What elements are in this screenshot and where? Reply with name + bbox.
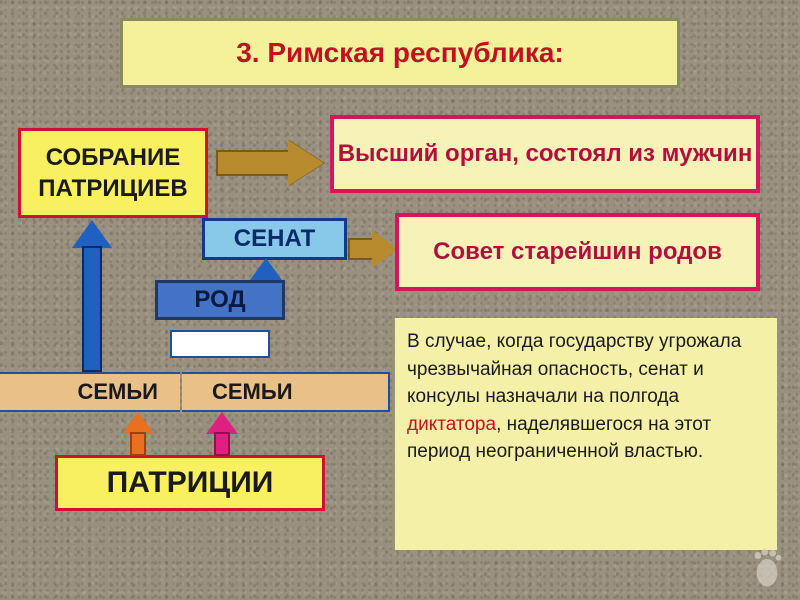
arrow-senat-to-desc [348,230,400,268]
semi-right-text: СЕМЬИ [212,379,293,405]
top-desc-box: Высший орган, состоял из мужчин [330,115,760,193]
senat-desc-text: Совет старейшин родов [433,237,722,267]
top-desc-text: Высший орган, состоял из мужчин [338,139,753,169]
arrow-semi-to-sobranie [72,220,112,372]
arrow-patricii-to-semi-left [120,412,156,456]
senat-desc-box: Совет старейшин родов [395,213,760,291]
arrow-patricii-to-semi-right [204,412,240,456]
patricii-text: ПАТРИЦИИ [107,466,274,500]
sobranie-line1: СОБРАНИЕ [46,144,180,171]
rod-sub-box [170,330,270,358]
title-text: 3. Римская республика: [236,37,564,69]
senat-box: СЕНАТ [202,218,347,260]
semi-left-text: СЕМЬИ [77,379,158,405]
footprint-icon [744,544,790,590]
arrow-rod-to-senat [248,258,284,282]
semi-right-box: СЕМЬИ [182,372,390,412]
arrow-sobranie-to-desc [216,140,326,186]
sobranie-line2: ПАТРИЦИЕВ [38,175,187,202]
semi-left-box: СЕМЬИ [0,372,180,412]
paragraph-box: В случае, когда государству угрожала чре… [395,318,777,550]
paragraph-highlight: диктатора [407,414,496,435]
sobranie-box: СОБРАНИЕ ПАТРИЦИЕВ [18,128,208,218]
rod-text: РОД [194,286,245,314]
paragraph-p1: В случае, когда государству угрожала чре… [407,331,741,407]
senat-text: СЕНАТ [234,225,315,253]
patricii-box: ПАТРИЦИИ [55,455,325,511]
title-box: 3. Римская республика: [120,18,680,88]
rod-box: РОД [155,280,285,320]
